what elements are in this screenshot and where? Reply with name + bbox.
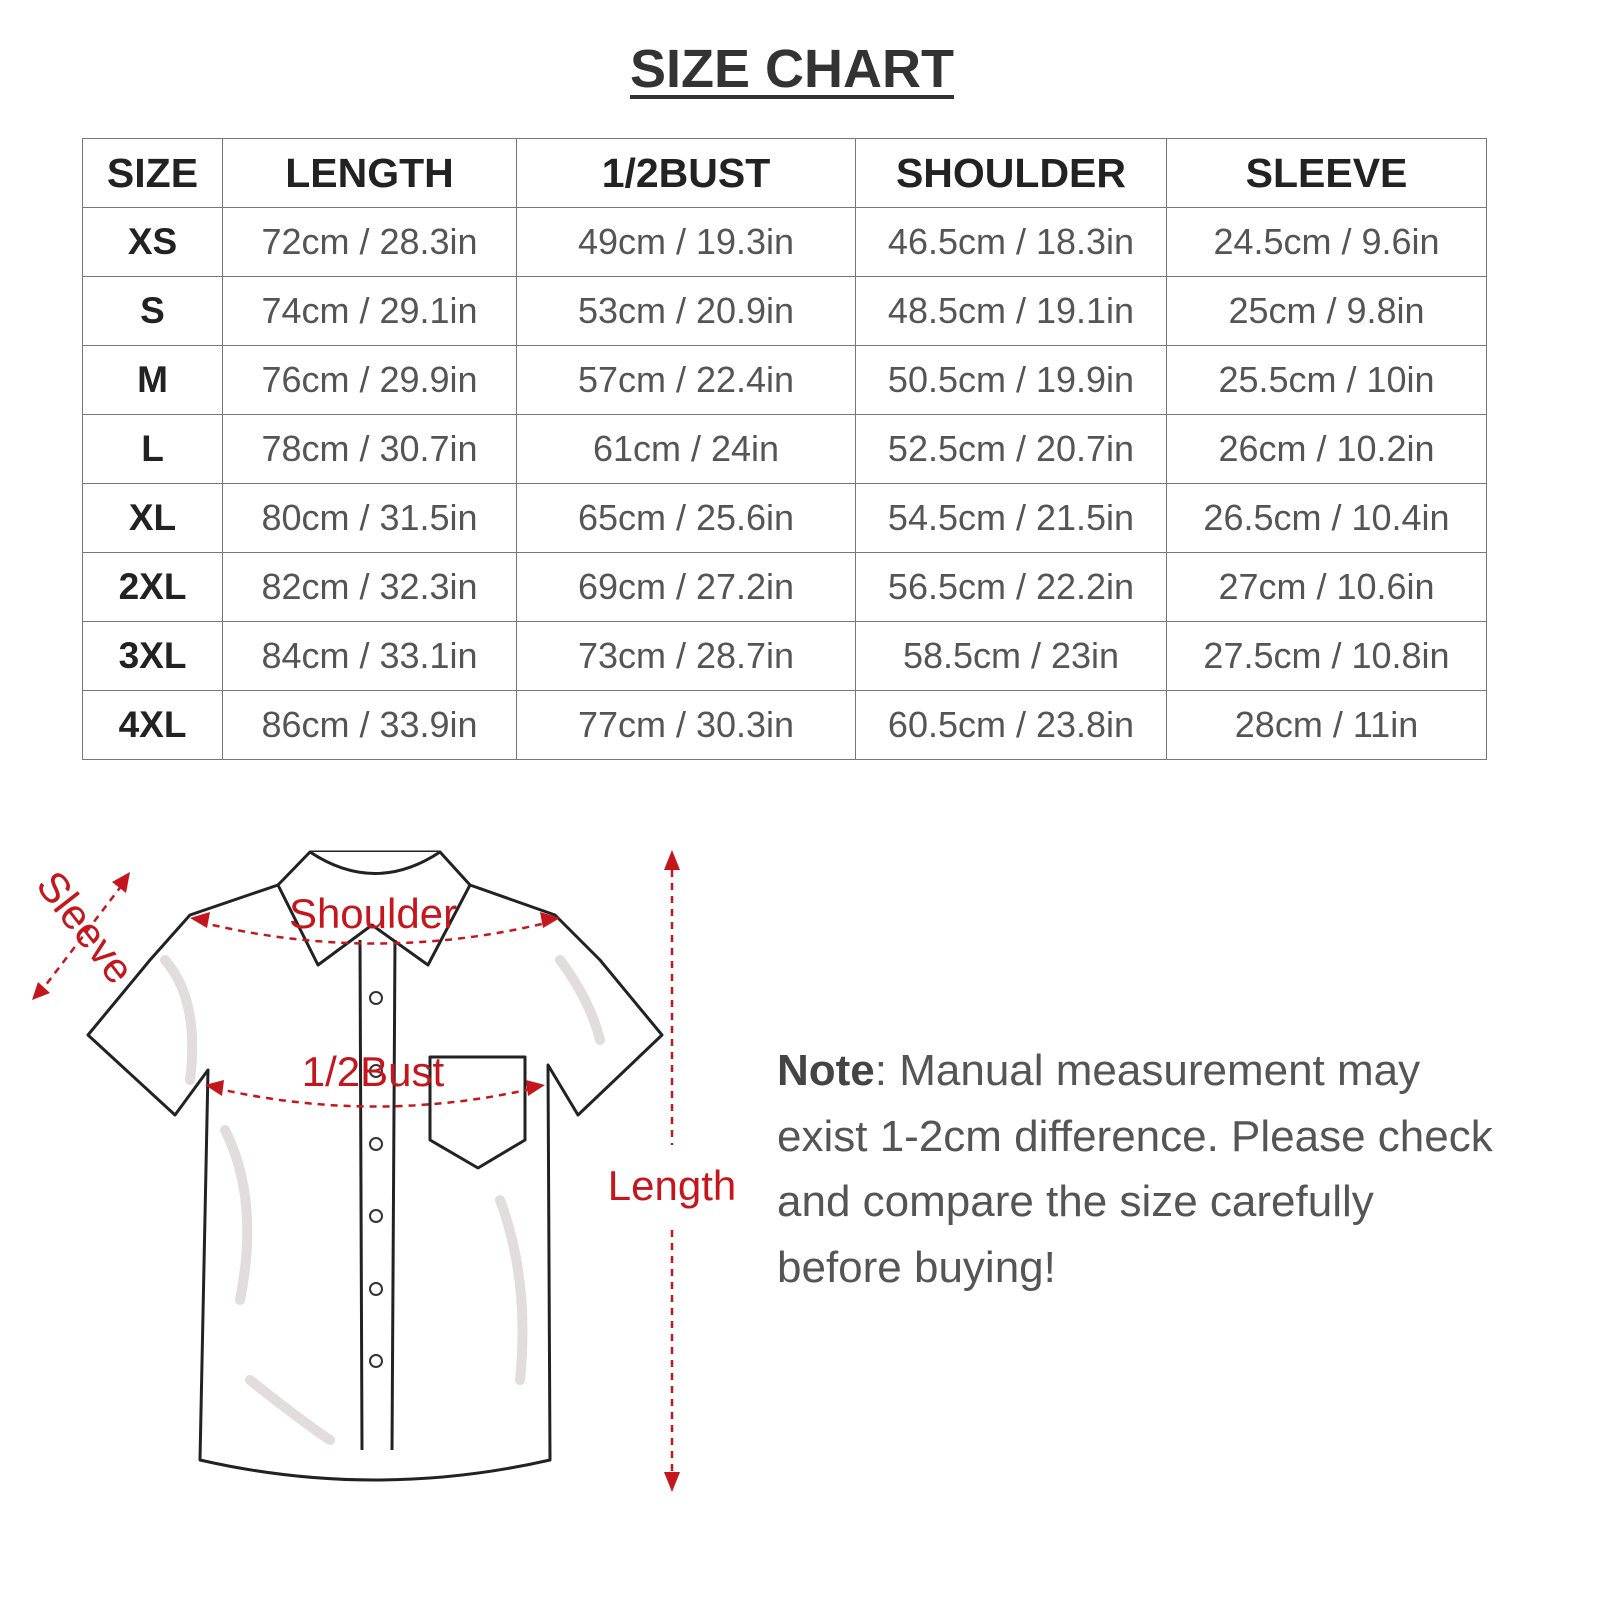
table-row: 2XL 82cm / 32.3in 69cm / 27.2in 56.5cm / 22…: [82, 552, 1487, 622]
table-row: 4XL 86cm / 33.9in 77cm / 30.3in 60.5cm / 23…: [82, 690, 1487, 760]
arrowheads: [32, 850, 680, 1492]
header-cell: SIZE: [82, 138, 223, 208]
measure-cell: 84cm / 33.1in: [222, 621, 517, 691]
table-row: XS 72cm / 28.3in 49cm / 19.3in 46.5cm / 18.…: [82, 207, 1487, 277]
table-body: XS 72cm / 28.3in 49cm / 19.3in 46.5cm / 18.…: [82, 207, 1487, 760]
table-row: M 76cm / 29.9in 57cm / 22.4in 50.5cm / 19.9…: [82, 345, 1487, 415]
size-table: SIZE LENGTH 1/2BUST SHOULDER SLEEVE XS 72cm /…: [82, 138, 1487, 760]
measure-cell: 48.5cm / 19.1in: [855, 276, 1167, 346]
shirt: [86, 850, 664, 1482]
measure-cell: 28cm / 11in: [1166, 690, 1487, 760]
measure-cell: 52.5cm / 20.7in: [855, 414, 1167, 484]
table-row: S 74cm / 29.1in 53cm / 20.9in 48.5cm / 19.1…: [82, 276, 1487, 346]
measure-cell: 72cm / 28.3in: [222, 207, 517, 277]
measure-cell: 50.5cm / 19.9in: [855, 345, 1167, 415]
measure-cell: 74cm / 29.1in: [222, 276, 517, 346]
measure-cell: 65cm / 25.6in: [516, 483, 856, 553]
measure-cell: 25.5cm / 10in: [1166, 345, 1487, 415]
measure-cell: 46.5cm / 18.3in: [855, 207, 1167, 277]
measure-cell: 57cm / 22.4in: [516, 345, 856, 415]
measure-cell: 27cm / 10.6in: [1166, 552, 1487, 622]
title-text: SIZE CHART: [630, 39, 954, 99]
bust-label: 1/2Bust: [302, 1048, 445, 1095]
measure-cell: 27.5cm / 10.8in: [1166, 621, 1487, 691]
title: SIZE CHART: [0, 38, 1584, 100]
header-cell: SLEEVE: [1166, 138, 1487, 208]
measure-cell: 26.5cm / 10.4in: [1166, 483, 1487, 553]
header-cell: SHOULDER: [855, 138, 1167, 208]
buttons: [369, 991, 383, 1368]
measure-cell: 82cm / 32.3in: [222, 552, 517, 622]
size-cell: L: [82, 414, 223, 484]
measure-cell: 78cm / 30.7in: [222, 414, 517, 484]
length-label: Length: [608, 1162, 736, 1209]
table-row: XL 80cm / 31.5in 65cm / 25.6in 54.5cm / 21.…: [82, 483, 1487, 553]
measure-cell: 25cm / 9.8in: [1166, 276, 1487, 346]
measure-cell: 26cm / 10.2in: [1166, 414, 1487, 484]
measure-cell: 60.5cm / 23.8in: [855, 690, 1167, 760]
measure-cell: 86cm / 33.9in: [222, 690, 517, 760]
header-row: SIZE LENGTH 1/2BUST SHOULDER SLEEVE: [82, 138, 1487, 208]
measure-cell: 80cm / 31.5in: [222, 483, 517, 553]
size-cell: M: [82, 345, 223, 415]
shirt-shading: [160, 955, 605, 1445]
size-cell: XS: [82, 207, 223, 277]
measure-cell: 61cm / 24in: [516, 414, 856, 484]
measure-cell: 53cm / 20.9in: [516, 276, 856, 346]
table-row: L 78cm / 30.7in 61cm / 24in 52.5cm / 20.7in…: [82, 414, 1487, 484]
measure-cell: 24.5cm / 9.6in: [1166, 207, 1487, 277]
measure-cell: 69cm / 27.2in: [516, 552, 856, 622]
measure-cell: 76cm / 29.9in: [222, 345, 517, 415]
shoulder-label: Shoulder: [289, 890, 457, 937]
note: Note: Manual measurement may exist 1-2cm…: [777, 1038, 1497, 1300]
header-cell: 1/2BUST: [516, 138, 856, 208]
note-label: Note: [777, 1046, 875, 1095]
measure-lines: [41, 870, 674, 1475]
measure-cell: 77cm / 30.3in: [516, 690, 856, 760]
note-text: : Manual measurement may exist 1-2cm dif…: [777, 1046, 1493, 1292]
table-row: 3XL 84cm / 33.1in 73cm / 28.7in 58.5cm / 23…: [82, 621, 1487, 691]
size-cell: S: [82, 276, 223, 346]
size-cell: 3XL: [82, 621, 223, 691]
measure-cell: 56.5cm / 22.2in: [855, 552, 1167, 622]
size-cell: 4XL: [82, 690, 223, 760]
size-cell: 2XL: [82, 552, 223, 622]
measure-cell: 73cm / 28.7in: [516, 621, 856, 691]
measure-cell: 49cm / 19.3in: [516, 207, 856, 277]
measure-cell: 54.5cm / 21.5in: [855, 483, 1167, 553]
